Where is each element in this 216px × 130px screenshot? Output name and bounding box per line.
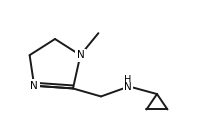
Text: N: N bbox=[124, 82, 132, 92]
Text: N: N bbox=[30, 81, 38, 91]
Text: N: N bbox=[76, 50, 84, 60]
Text: H: H bbox=[124, 75, 132, 85]
